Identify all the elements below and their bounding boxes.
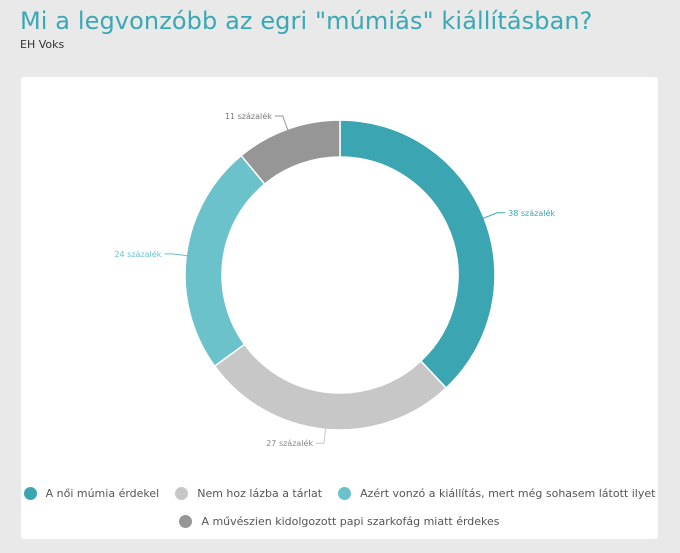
slice-data-label: 24 százalék [114,249,161,259]
slice-data-label: 27 százalék [266,438,313,448]
legend-item-papi-szarkofag[interactable]: A művészien kidolgozott papi szarkofág m… [179,514,500,528]
legend: A női múmia érdekel Nem hoz lázba a tárl… [21,479,658,535]
legend-item-nem-hoz-lazba[interactable]: Nem hoz lázba a tárlat [175,486,323,500]
label-connector [274,115,289,132]
legend-marker [179,514,193,528]
chart-subtitle: EH Voks [20,38,65,51]
chart-card: 38 százalék 27 százalék 24 százalék 11 száz… [21,77,658,539]
legend-marker [175,486,189,500]
legend-label: A művészien kidolgozott papi szarkofág m… [201,514,500,528]
label-connector [482,212,506,220]
legend-item-noi-mumia[interactable]: A női múmia érdekel [23,486,160,500]
legend-label: Azért vonzó a kiállítás, mert még sohase… [360,486,656,500]
legend-marker [338,486,352,500]
donut-slice[interactable] [213,343,448,431]
legend-label: A női múmia érdekel [45,486,160,500]
chart-title: Mi a legvonzóbb az egri "múmiás" kiállít… [20,7,593,35]
donut-slice[interactable] [339,119,496,390]
label-connector [164,253,189,257]
donut-slice[interactable] [240,119,341,186]
legend-label: Nem hoz lázba a tárlat [197,486,323,500]
donut-slice[interactable] [184,154,266,368]
legend-item-azert-vonzo[interactable]: Azért vonzó a kiállítás, mert még sohase… [338,486,656,500]
label-connector [316,427,327,444]
legend-row: A női múmia érdekel Nem hoz lázba a tárl… [21,479,658,507]
donut-chart: 38 százalék 27 százalék 24 százalék 11 száz… [114,111,555,448]
legend-marker [23,486,37,500]
slice-data-label: 11 százalék [225,111,272,121]
legend-row: A művészien kidolgozott papi szarkofág m… [21,507,658,535]
slice-data-label: 38 százalék [508,208,555,218]
